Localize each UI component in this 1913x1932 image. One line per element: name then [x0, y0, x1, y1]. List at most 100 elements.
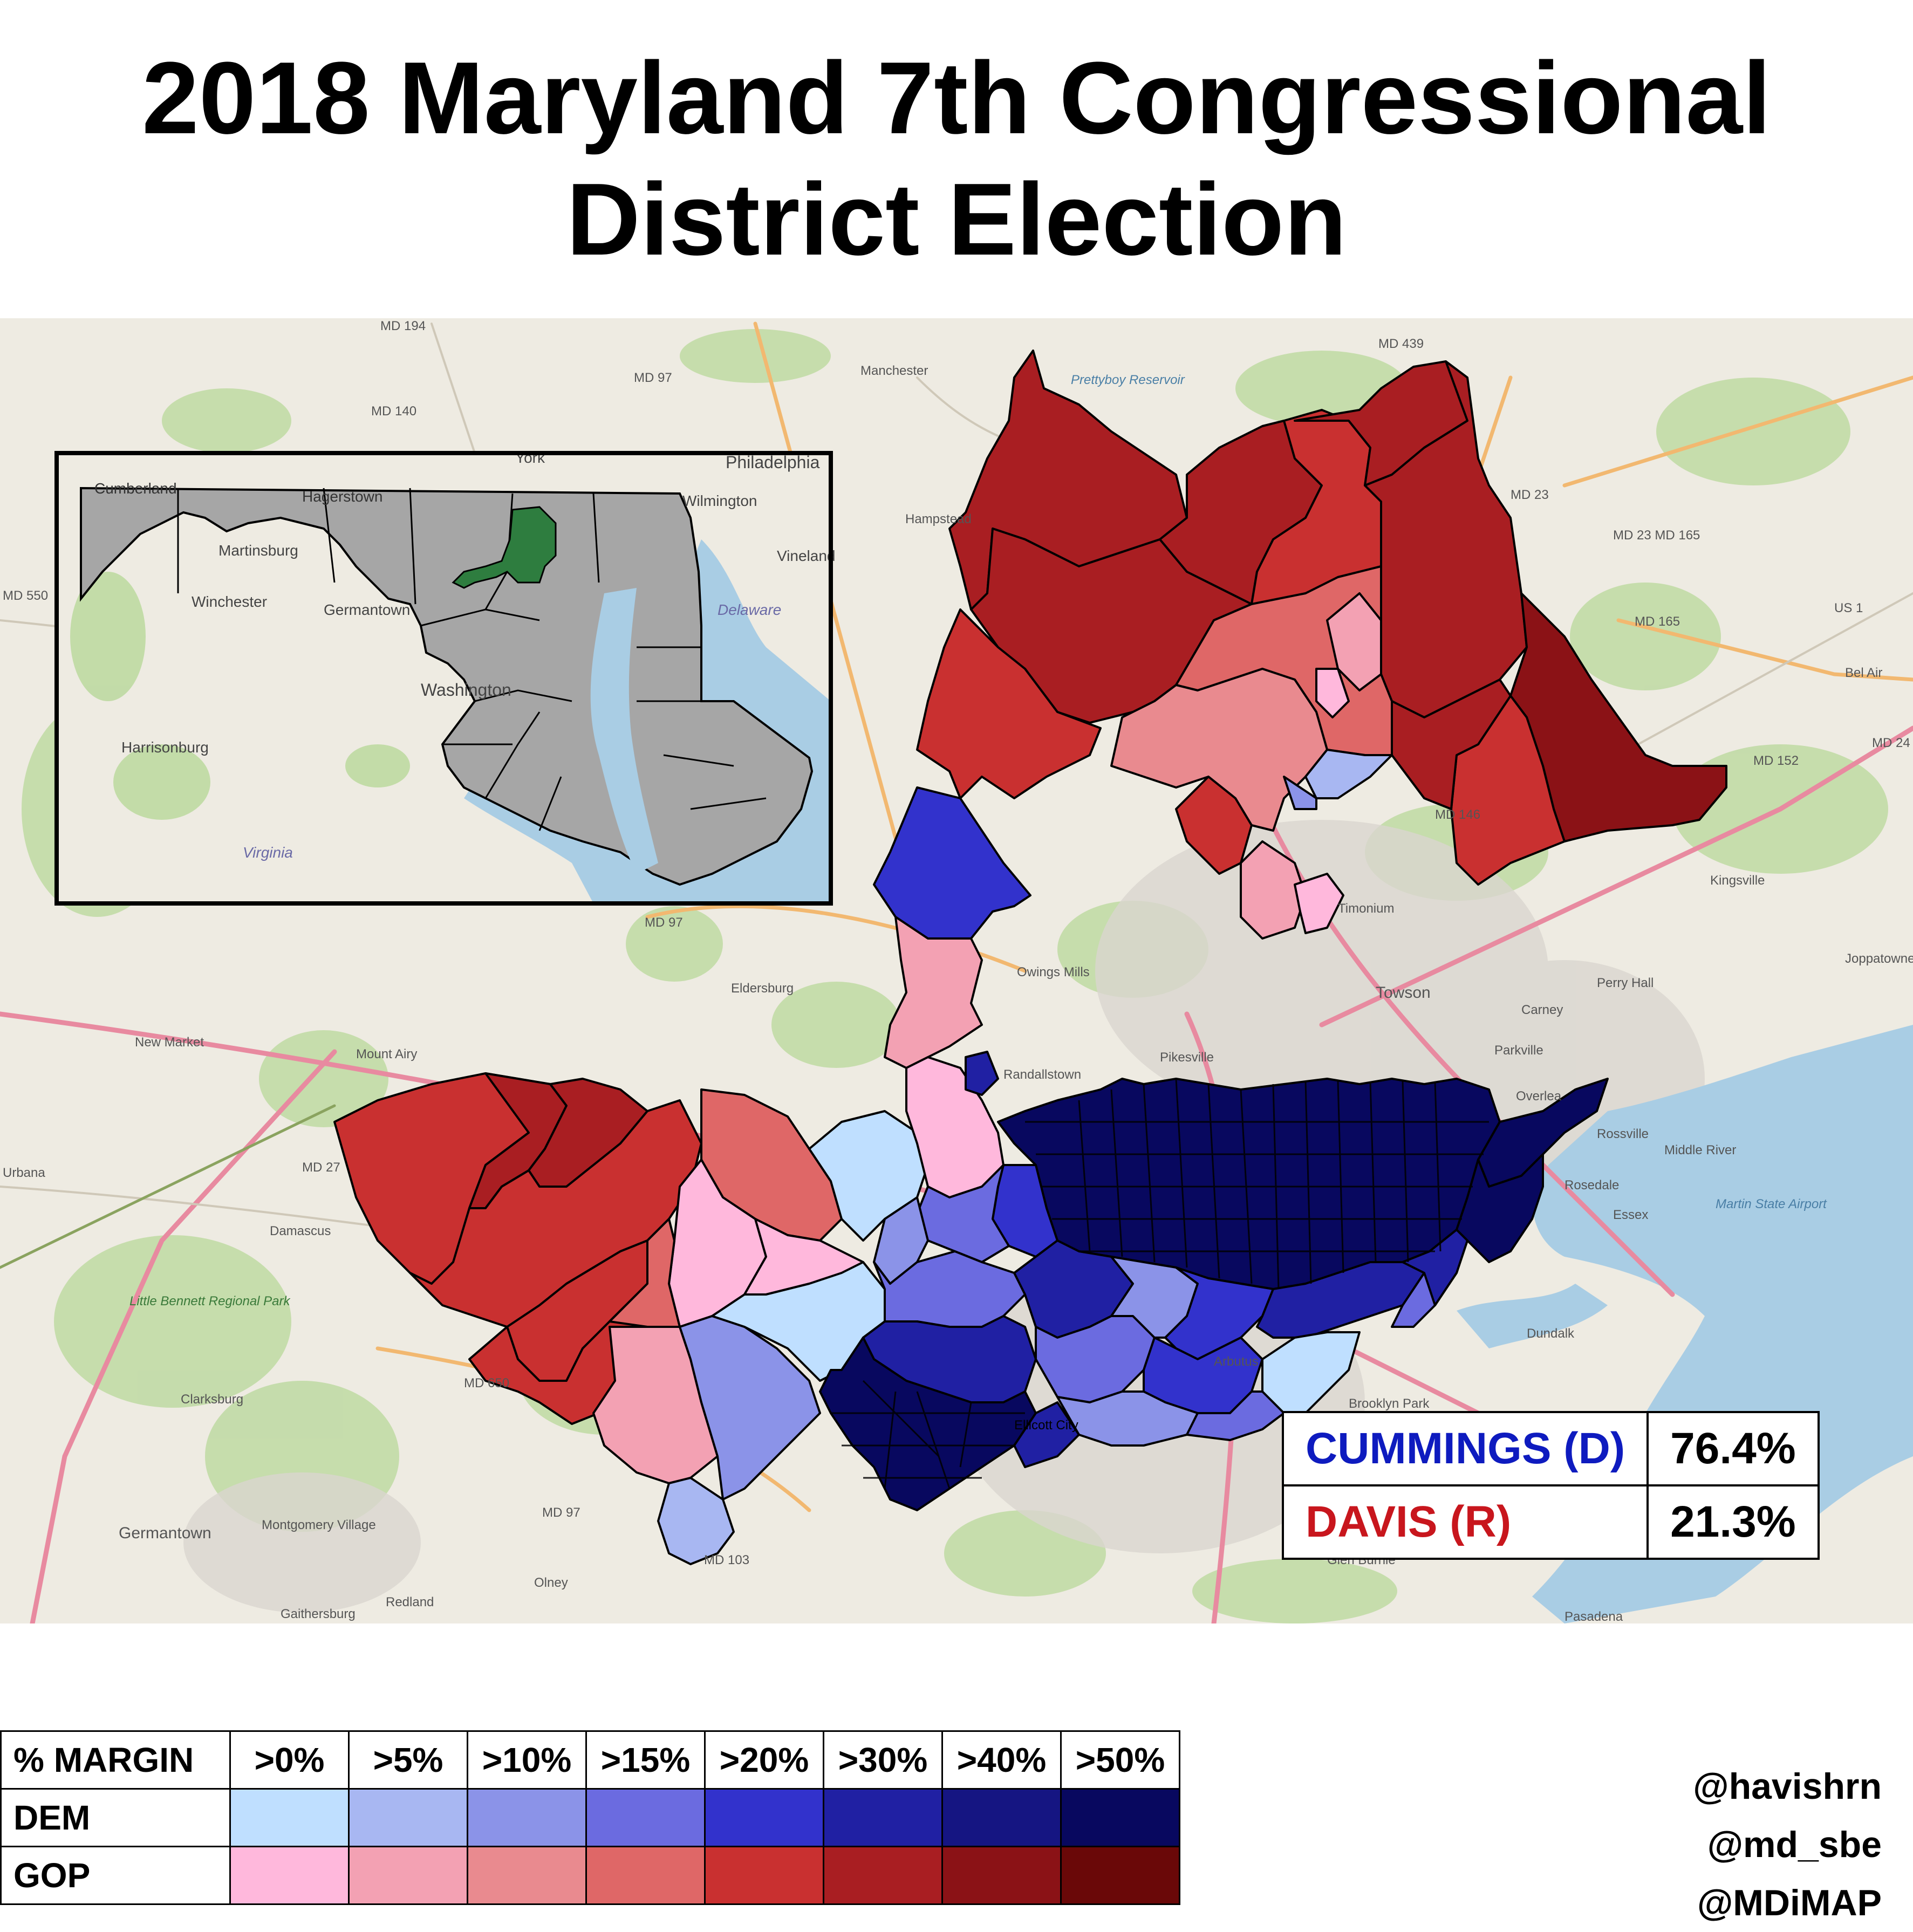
label-md439: MD 439 — [1378, 337, 1424, 351]
inset-chesapeake — [590, 588, 658, 874]
precinct — [1294, 873, 1344, 934]
label-perryhall: Perry Hall — [1597, 976, 1654, 990]
inset-parks — [70, 572, 410, 820]
label-littlebennett: Little Bennett Regional Park — [129, 1294, 291, 1308]
inset-label-vineland: Vineland — [777, 547, 835, 564]
inset-frame — [54, 451, 833, 906]
legend-label-gop: GOP — [0, 1846, 231, 1905]
precinct — [1456, 1153, 1544, 1263]
inset-label-delaware: Delaware — [718, 601, 781, 618]
legend-swatch — [704, 1788, 824, 1847]
legend-threshold: >20% — [704, 1730, 824, 1790]
label-rosedale: Rosedale — [1564, 1178, 1619, 1193]
label-towson: Towson — [1376, 984, 1431, 1002]
label-carney: Carney — [1521, 1003, 1563, 1017]
candidate-davis: DAVIS (R) — [1281, 1484, 1649, 1560]
label-olney: Olney — [534, 1575, 568, 1590]
legend-swatch — [941, 1846, 1062, 1905]
legend-threshold: >40% — [941, 1730, 1062, 1790]
inset-label-germantown: Germantown — [324, 601, 410, 618]
label-arbutus: Arbutus — [1214, 1354, 1259, 1369]
precinct — [1391, 679, 1512, 810]
inset-label-martinsburg: Martinsburg — [218, 542, 298, 559]
precinct — [1283, 776, 1317, 810]
label-clarksburg: Clarksburg — [181, 1392, 243, 1407]
label-md152: MD 152 — [1753, 753, 1799, 768]
percent-cummings: 76.4% — [1646, 1411, 1820, 1486]
label-dundalk: Dundalk — [1527, 1326, 1575, 1341]
inset-label-philadelphia: Philadelphia — [726, 453, 820, 472]
label-md146: MD 146 — [1435, 807, 1480, 822]
precinct — [657, 1477, 735, 1565]
legend-swatch — [467, 1788, 587, 1847]
precinct — [1175, 776, 1253, 875]
label-pikesville: Pikesville — [1160, 1050, 1214, 1065]
legend-swatch — [229, 1788, 350, 1847]
label-parkville: Parkville — [1494, 1043, 1543, 1058]
label-randallstown: Randallstown — [1003, 1067, 1081, 1082]
label-pasadena: Pasadena — [1564, 1609, 1623, 1623]
map-labels: MD 194 MD 97 MD 140 Manchester Prettyboy… — [3, 319, 1913, 1623]
label-hampstead: Hampstead — [905, 512, 972, 526]
inset-label-washington: Washington — [421, 680, 511, 700]
legend-label-dem: DEM — [0, 1788, 231, 1847]
label-mountairy: Mount Airy — [356, 1047, 417, 1061]
legend-swatch — [823, 1788, 943, 1847]
credit-mdimap: @MDiMAP — [1697, 1882, 1882, 1923]
legend-threshold: >5% — [348, 1730, 468, 1790]
label-prettyboy: Prettyboy Reservoir — [1071, 373, 1185, 387]
label-damascus: Damascus — [270, 1224, 331, 1238]
legend-threshold: >0% — [229, 1730, 350, 1790]
inset-label-hagerstown: Hagerstown — [302, 488, 382, 505]
page-title: 2018 Maryland 7th Congressional District… — [0, 38, 1913, 280]
legend-swatch — [229, 1846, 350, 1905]
label-germantown: Germantown — [119, 1524, 211, 1542]
inset-label-cumberland: Cumberland — [94, 480, 177, 497]
credit-havishrn: @havishrn — [1693, 1766, 1882, 1807]
legend-swatch — [348, 1788, 468, 1847]
label-md97c: MD 97 — [542, 1505, 580, 1520]
label-kingsville: Kingsville — [1710, 873, 1765, 888]
label-md24: MD 24 — [1872, 736, 1910, 750]
label-owingsmills: Owings Mills — [1017, 965, 1090, 979]
precinct — [873, 786, 1031, 940]
label-md103: MD 103 — [704, 1553, 749, 1567]
candidate-cummings: CUMMINGS (D) — [1281, 1411, 1649, 1486]
label-md165: MD 165 — [1635, 614, 1680, 629]
label-md23: MD 23 — [1511, 488, 1549, 502]
label-manchester: Manchester — [860, 364, 928, 378]
inset-map: York Philadelphia Wilmington Vineland Ma… — [54, 449, 835, 906]
legend-header-row: % MARGIN >0% >5% >10% >15% >20% >30% >40… — [0, 1730, 1180, 1790]
precinct — [1315, 668, 1350, 718]
label-timonium: Timonium — [1338, 901, 1394, 916]
precinct — [1304, 749, 1393, 799]
result-row-davis: DAVIS (R) 21.3% — [1281, 1484, 1820, 1560]
label-brooklynpark: Brooklyn Park — [1349, 1396, 1430, 1411]
percent-davis: 21.3% — [1646, 1484, 1820, 1560]
margin-legend: % MARGIN >0% >5% >10% >15% >20% >30% >40… — [0, 1730, 1180, 1905]
results-table: CUMMINGS (D) 76.4% DAVIS (R) 21.3% — [1281, 1411, 1820, 1560]
label-md97a: MD 97 — [634, 371, 672, 385]
label-middleriver: Middle River — [1664, 1143, 1736, 1157]
basemap-river — [1457, 1284, 1608, 1348]
inset-label-wilmington: Wilmington — [682, 492, 757, 509]
legend-swatch — [941, 1788, 1062, 1847]
label-overlea: Overlea — [1516, 1089, 1562, 1104]
label-urbana: Urbana — [3, 1166, 45, 1180]
label-eldersburg: Eldersburg — [731, 981, 794, 996]
title-line-1: 2018 Maryland 7th Congressional — [142, 41, 1771, 155]
label-belair: Bel Air — [1845, 666, 1882, 680]
legend-row-gop: GOP — [0, 1846, 1180, 1905]
legend-threshold: >50% — [1060, 1730, 1180, 1790]
legend-swatch — [467, 1846, 587, 1905]
legend-row-dem: DEM — [0, 1788, 1180, 1847]
precinct — [1402, 1229, 1468, 1306]
label-md97b: MD 97 — [645, 915, 683, 930]
label-rossville: Rossville — [1597, 1127, 1649, 1141]
label-ellicott: Ellicott City — [1014, 1418, 1078, 1433]
title-line-2: District Election — [566, 162, 1347, 277]
label-newmarket: New Market — [135, 1035, 204, 1050]
legend-swatch — [348, 1846, 468, 1905]
legend-swatch — [1060, 1788, 1180, 1847]
inset-label-virginia: Virginia — [243, 844, 293, 861]
